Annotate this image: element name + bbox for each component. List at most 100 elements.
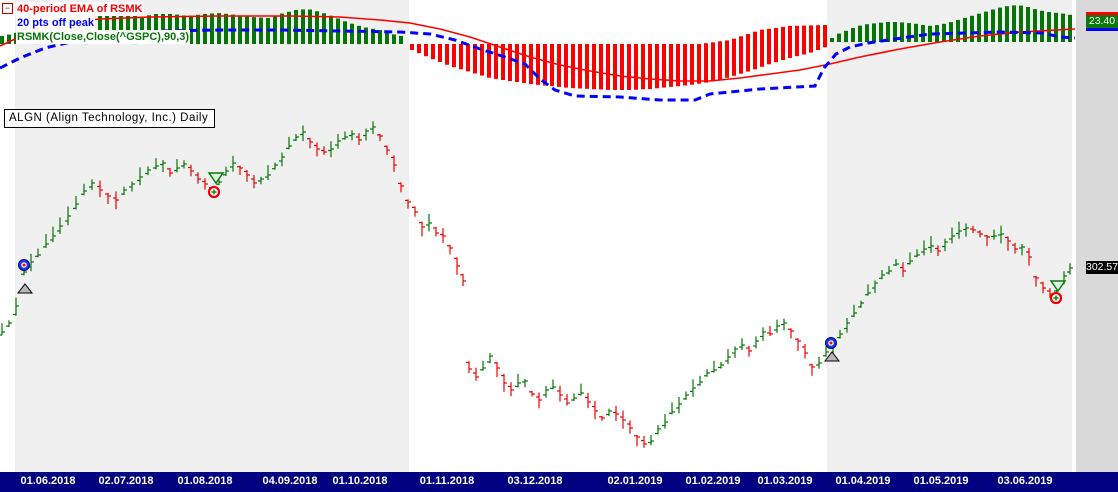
- rsmk-histogram-bar: [550, 44, 554, 87]
- rsmk-histogram-bar: [308, 9, 312, 44]
- rsmk-histogram-bar: [357, 25, 361, 45]
- rsmk-histogram-bar: [452, 44, 456, 68]
- rsmk-histogram-bar: [315, 11, 319, 45]
- rsmk-histogram-bar: [991, 9, 995, 42]
- rsmk-histogram-bar: [119, 13, 123, 44]
- rsmk-histogram-bar: [1019, 5, 1023, 43]
- buy-arrow-icon[interactable]: [823, 351, 841, 362]
- rsmk-histogram-bar: [781, 26, 785, 61]
- rsmk-histogram-bar: [529, 44, 533, 85]
- date-axis-label: 01.08.2018: [177, 475, 233, 487]
- rsmk-histogram-bar: [879, 22, 883, 42]
- rsmk-histogram-bar: [599, 44, 603, 90]
- rsmk-histogram-bar: [788, 26, 792, 58]
- rsmk-histogram-bar: [858, 25, 862, 42]
- rsmk-histogram-bar: [487, 44, 491, 78]
- date-axis-label: 01.10.2018: [332, 475, 388, 487]
- legend-label-rsmk[interactable]: RSMK(Close,Close(^GSPC),90,3): [16, 30, 191, 44]
- rsmk-histogram-bar: [963, 17, 967, 42]
- rsmk-histogram-bar: [515, 44, 519, 82]
- rsmk-histogram-bar: [350, 23, 354, 44]
- rsmk-histogram-bar: [998, 7, 1002, 43]
- sell-triangle-icon[interactable]: [207, 172, 225, 185]
- rsmk-histogram-bar: [410, 44, 414, 50]
- legend-label-ema[interactable]: 40-period EMA of RSMK: [16, 2, 144, 16]
- rsmk-histogram-bar: [900, 22, 904, 42]
- rsmk-histogram-bar: [126, 14, 130, 44]
- rsmk-histogram-bar: [690, 44, 694, 85]
- date-axis-label: 01.02.2019: [685, 475, 741, 487]
- rsmk-histogram-bar: [438, 44, 442, 62]
- rsmk-histogram-bar: [942, 23, 946, 42]
- rsmk-histogram-bar: [606, 44, 610, 90]
- rsmk-histogram-bar: [767, 28, 771, 65]
- rsmk-histogram-bar: [543, 44, 547, 86]
- rsmk-histogram-bar: [914, 23, 918, 42]
- rsmk-histogram-bar: [746, 34, 750, 72]
- rsmk-histogram-bar: [725, 40, 729, 78]
- rsmk-histogram-bar: [424, 44, 428, 57]
- rsmk-histogram-bar: [508, 44, 512, 81]
- buy-signal-dot-center: [22, 263, 26, 267]
- rsmk-histogram-bar: [1026, 7, 1030, 42]
- rsmk-histogram-bar: [732, 38, 736, 76]
- rsmk-histogram-bar: [494, 44, 498, 79]
- ema-value-stripe: [1086, 12, 1118, 15]
- sell-triangle-icon[interactable]: [1049, 280, 1067, 293]
- rsmk-histogram-bar: [872, 23, 876, 42]
- chart-title[interactable]: ALGN (Align Technology, Inc.) Daily: [4, 109, 216, 128]
- collapse-icon[interactable]: −: [2, 3, 13, 14]
- date-axis-label: 02.01.2019: [607, 475, 663, 487]
- buy-signal-dot-center: [829, 341, 833, 345]
- rsmk-histogram-bar: [669, 44, 673, 87]
- rsmk-histogram-bar: [928, 25, 932, 42]
- rsmk-value-label: 23.40: [1086, 12, 1118, 31]
- rsmk-histogram-bar: [378, 30, 382, 44]
- rsmk-histogram-bar: [459, 44, 463, 70]
- rsmk-histogram-bar: [844, 30, 848, 43]
- rsmk-histogram-bar: [620, 44, 624, 90]
- buy-arrow-icon[interactable]: [16, 283, 34, 294]
- rsmk-histogram-bar: [760, 29, 764, 67]
- trade-highlight-band: [15, 0, 409, 472]
- rsmk-histogram-bar: [655, 44, 659, 89]
- rsmk-histogram-bar: [718, 41, 722, 80]
- rsmk-histogram-bar: [238, 15, 242, 44]
- rsmk-histogram-bar: [1005, 6, 1009, 42]
- rsmk-histogram-bar: [1047, 12, 1051, 42]
- rsmk-histogram-bar: [1012, 5, 1016, 42]
- rsmk-histogram-bar: [592, 44, 596, 90]
- chart-plot-area[interactable]: [0, 0, 1118, 472]
- legend-item-ema[interactable]: −40-period EMA of RSMK: [2, 2, 190, 16]
- rsmk-histogram-bar: [161, 14, 165, 44]
- rsmk-histogram-bar: [364, 27, 368, 44]
- date-axis-bar: 01.06.2018 02.07.2018 01.08.2018 04.09.2018…: [0, 472, 1118, 492]
- legend-item-rsmk[interactable]: RSMK(Close,Close(^GSPC),90,3): [2, 30, 191, 44]
- rsmk-histogram-bar: [98, 12, 102, 44]
- rsmk-histogram-bar: [294, 10, 298, 44]
- rsmk-histogram-bar: [802, 25, 806, 55]
- rsmk-histogram-bar: [851, 28, 855, 42]
- rsmk-histogram-bar: [956, 20, 960, 42]
- rsmk-histogram-bar: [480, 44, 484, 76]
- rsmk-histogram-bar: [641, 44, 645, 90]
- rsmk-histogram-bar: [984, 11, 988, 42]
- last-price-text: 302.57: [1086, 261, 1118, 273]
- legend-item-stop[interactable]: 20 pts off peak: [2, 16, 190, 30]
- rsmk-histogram-bar: [210, 13, 214, 44]
- trade-highlight-band: [827, 0, 1072, 472]
- rsmk-histogram-bar: [774, 27, 778, 63]
- rsmk-histogram-bar: [907, 23, 911, 42]
- rsmk-histogram-bar: [816, 25, 820, 50]
- rsmk-histogram-bar: [1068, 14, 1072, 43]
- indicator-legend: −40-period EMA of RSMK 20 pts off peak R…: [2, 2, 191, 44]
- date-axis-label: 01.11.2018: [419, 475, 475, 487]
- rsmk-histogram-bar: [417, 44, 421, 54]
- date-axis-label: 01.03.2019: [757, 475, 813, 487]
- legend-label-stop[interactable]: 20 pts off peak: [16, 16, 96, 30]
- date-axis-label: 04.09.2018: [262, 475, 318, 487]
- rsmk-histogram-bar: [1054, 12, 1058, 43]
- rsmk-histogram-bar: [168, 14, 172, 44]
- rsmk-histogram-bar: [112, 13, 116, 44]
- rsmk-histogram-bar: [105, 12, 109, 44]
